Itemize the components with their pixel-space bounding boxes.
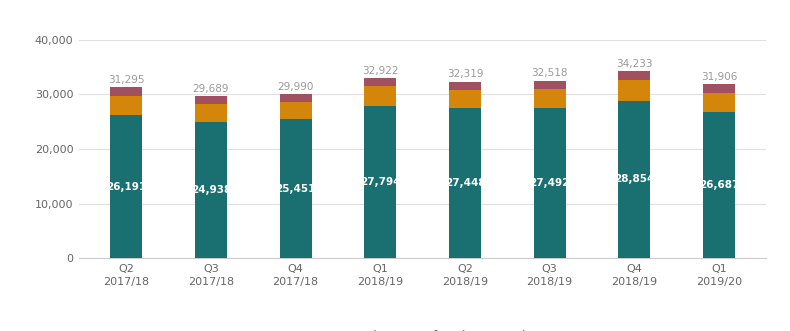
Bar	[195, 105, 227, 122]
Bar	[619, 71, 650, 80]
Text: 31,295: 31,295	[108, 75, 145, 85]
Text: 27,794: 27,794	[360, 177, 401, 187]
Bar	[364, 78, 397, 86]
Bar	[111, 96, 142, 115]
Bar	[449, 108, 481, 258]
Text: 27,492: 27,492	[529, 178, 570, 188]
Text: 24,938: 24,938	[191, 185, 231, 195]
Bar	[703, 93, 735, 113]
Bar	[533, 108, 566, 258]
Bar	[111, 115, 142, 258]
Bar	[619, 101, 650, 258]
Bar	[280, 94, 312, 102]
Bar	[280, 102, 312, 119]
Text: 27,448: 27,448	[445, 178, 485, 188]
Bar	[703, 113, 735, 258]
Bar	[619, 80, 650, 101]
Bar	[703, 84, 735, 93]
Bar	[533, 80, 566, 89]
Bar	[449, 82, 481, 90]
Bar	[364, 106, 397, 258]
Text: 31,906: 31,906	[701, 72, 737, 82]
Bar	[111, 87, 142, 96]
Bar	[449, 90, 481, 108]
Bar	[533, 89, 566, 108]
Bar	[195, 96, 227, 105]
Text: 32,922: 32,922	[362, 66, 399, 76]
Text: 29,990: 29,990	[277, 82, 314, 92]
Text: 32,518: 32,518	[532, 69, 568, 78]
Bar	[195, 122, 227, 258]
Legend: Approved, Refused, Other: Approved, Refused, Other	[299, 325, 547, 331]
Text: 29,689: 29,689	[193, 84, 229, 94]
Text: 26,687: 26,687	[699, 180, 739, 190]
Text: 32,319: 32,319	[446, 70, 483, 79]
Text: 25,451: 25,451	[276, 184, 316, 194]
Text: 26,191: 26,191	[107, 182, 146, 192]
Text: 34,233: 34,233	[616, 59, 653, 69]
Bar	[280, 119, 312, 258]
Bar	[364, 86, 397, 106]
Text: 28,854: 28,854	[614, 174, 654, 184]
